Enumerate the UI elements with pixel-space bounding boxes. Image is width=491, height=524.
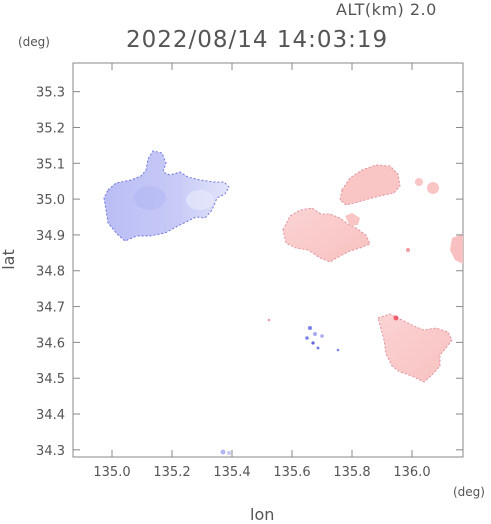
echo-region-northeast: [339, 164, 439, 252]
datetime-title: 2022/08/14 14:03:19: [126, 27, 389, 53]
x-axis-label: lon: [250, 505, 275, 524]
y-unit-label: (deg): [18, 35, 50, 49]
y-tick-label: 34.3: [36, 444, 65, 459]
echo-region-central: [282, 207, 371, 263]
y-tick-label: 34.8: [36, 265, 65, 280]
x-tick-label: 135.4: [213, 465, 250, 480]
x-axis-ticks: 135.0 135.2 135.4 135.6 135.8 136.0: [93, 63, 431, 480]
altitude-label: ALT(km) 2.0: [336, 0, 437, 19]
plot-frame: [72, 62, 464, 458]
y-axis-ticks: 35.3 35.2 35.1 35.0 34.9 34.8 34.7 34.6 34.5 34.4…: [36, 86, 463, 459]
y-tick-label: 34.7: [36, 301, 65, 316]
y-tick-label: 34.6: [36, 336, 65, 351]
echo-region-west: [103, 150, 230, 242]
x-tick-label: 135.2: [153, 465, 190, 480]
echo-region-southeast: [377, 313, 453, 383]
y-tick-label: 35.1: [36, 157, 65, 172]
x-tick-label: 135.0: [93, 465, 130, 480]
x-unit-label: (deg): [453, 485, 485, 499]
x-tick-label: 135.8: [333, 465, 370, 480]
y-tick-label: 35.3: [36, 86, 65, 101]
echo-region-east-edge: [450, 234, 463, 264]
y-tick-label: 35.2: [36, 121, 65, 136]
echo-speckle-blue: [220, 318, 340, 455]
x-tick-label: 135.6: [273, 465, 310, 480]
y-tick-label: 35.0: [36, 193, 65, 208]
y-tick-label: 34.9: [36, 229, 65, 244]
y-tick-label: 34.4: [36, 408, 65, 423]
x-tick-label: 136.0: [393, 465, 430, 480]
y-tick-label: 34.5: [36, 372, 65, 387]
